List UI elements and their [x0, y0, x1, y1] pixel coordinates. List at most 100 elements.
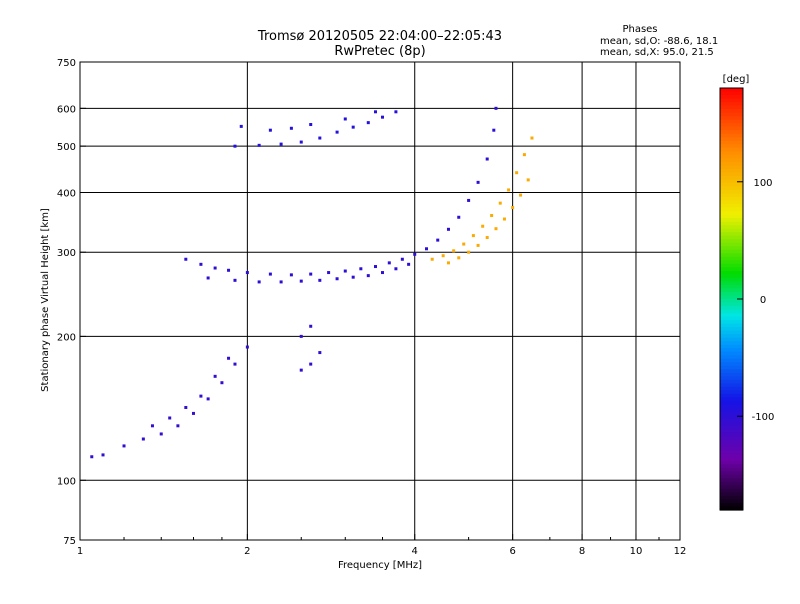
y-tick-label: 400	[57, 188, 76, 199]
data-point	[498, 201, 502, 205]
colorbar-segment	[720, 313, 743, 318]
data-point	[457, 256, 461, 260]
colorbar-segment	[720, 207, 743, 212]
colorbar-segment	[720, 130, 743, 135]
colorbar-segment	[720, 488, 743, 494]
colorbar-segment	[720, 256, 743, 261]
colorbar-segment	[720, 323, 743, 328]
colorbar-segment	[720, 214, 743, 219]
colorbar-segment	[720, 260, 743, 265]
y-tick-label: 750	[57, 58, 76, 69]
data-point	[168, 416, 172, 420]
data-point	[515, 171, 519, 175]
colorbar-segment	[720, 481, 743, 486]
colorbar-segment	[720, 495, 743, 501]
data-point	[239, 124, 243, 128]
colorbar-segment	[720, 281, 743, 286]
colorbar-segment	[720, 320, 743, 325]
colorbar-segment	[720, 277, 743, 283]
colorbar-segment	[720, 393, 743, 399]
data-point	[122, 444, 126, 448]
y-tick-label: 300	[57, 248, 76, 259]
y-tick-label: 500	[57, 142, 76, 153]
colorbar-segment	[720, 450, 743, 455]
colorbar-segment	[720, 362, 743, 367]
data-point	[318, 351, 322, 355]
colorbar-segment	[720, 154, 743, 159]
data-point	[309, 324, 313, 328]
data-point	[309, 272, 313, 276]
colorbar-segment	[720, 172, 743, 177]
data-point	[299, 368, 303, 372]
colorbar-segment	[720, 400, 743, 406]
colorbar-segment	[720, 474, 743, 479]
data-point	[373, 110, 377, 114]
data-point	[380, 271, 384, 275]
data-point	[430, 257, 434, 261]
x-tick-label: 4	[412, 546, 418, 557]
data-point	[159, 432, 163, 436]
colorbar-segment	[720, 235, 743, 240]
colorbar-segment	[720, 91, 743, 96]
data-point	[407, 262, 411, 266]
colorbar-segment	[720, 376, 743, 381]
colorbar-segment	[720, 95, 743, 100]
colorbar-segment	[720, 429, 743, 434]
colorbar-segment	[720, 404, 743, 409]
y-tick-label: 600	[57, 104, 76, 115]
data-point	[366, 274, 370, 278]
phase-colorbar	[719, 87, 744, 511]
colorbar-segment	[720, 182, 743, 188]
colorbar-segment	[720, 309, 743, 314]
colorbar-segment	[720, 200, 743, 205]
plot-background	[80, 62, 680, 540]
colorbar-segment	[720, 443, 743, 448]
colorbar-segment	[720, 460, 743, 465]
y-tick-label: 100	[57, 476, 76, 487]
data-point	[206, 397, 210, 401]
colorbar-segment	[720, 186, 743, 191]
data-point	[394, 267, 398, 271]
data-point	[233, 278, 237, 282]
data-point	[530, 136, 534, 140]
colorbar-segment	[720, 119, 743, 124]
colorbar-segment	[720, 478, 743, 483]
data-point	[309, 362, 313, 366]
colorbar-segment	[720, 432, 743, 437]
data-point	[485, 236, 489, 240]
data-points	[90, 106, 534, 459]
data-point	[268, 128, 272, 132]
colorbar-segment	[720, 109, 743, 114]
data-point	[457, 215, 461, 219]
data-point	[494, 106, 498, 110]
data-point	[318, 136, 322, 140]
colorbar-segment	[720, 415, 743, 420]
colorbar-segment	[720, 228, 743, 233]
data-point	[462, 242, 466, 246]
colorbar-segment	[720, 453, 743, 458]
colorbar-segment	[720, 425, 743, 430]
colorbar-segment	[720, 239, 743, 244]
data-point	[380, 115, 384, 119]
colorbar-segment	[720, 295, 743, 300]
data-point	[213, 266, 217, 270]
colorbar-segment	[720, 204, 743, 209]
data-point	[279, 142, 283, 146]
data-point	[318, 278, 322, 282]
colorbar-segment	[720, 337, 743, 342]
plot-area	[80, 62, 680, 540]
colorbar-segment	[720, 123, 743, 128]
colorbar-segment	[720, 302, 743, 307]
colorbar-segment	[720, 288, 743, 293]
colorbar-segment	[720, 246, 743, 251]
colorbar-segment	[720, 140, 743, 145]
colorbar-segment	[720, 397, 743, 402]
colorbar-segment	[720, 348, 743, 353]
data-point	[245, 345, 249, 349]
data-point	[268, 272, 272, 276]
data-point	[452, 249, 456, 253]
data-point	[400, 257, 404, 261]
data-point	[191, 411, 195, 415]
